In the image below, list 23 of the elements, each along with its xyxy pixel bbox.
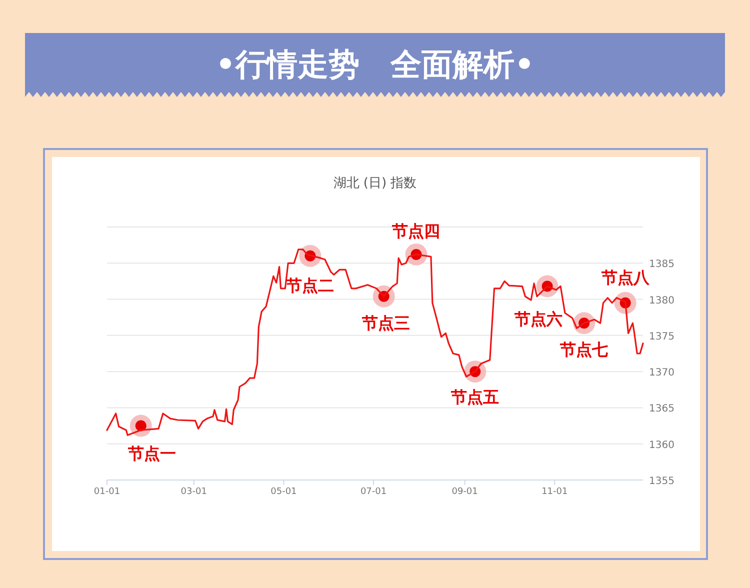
chart-title: •行情走势 全面解析• bbox=[216, 47, 534, 83]
annotation: 节点八 bbox=[600, 268, 650, 287]
y-tick-label: 1385 bbox=[649, 259, 674, 270]
annotation: 节点二 bbox=[285, 276, 334, 295]
y-tick-label: 1370 bbox=[649, 368, 674, 379]
chart-subtitle: 湖北 (日) 指数 bbox=[333, 176, 417, 191]
y-tick-label: 1360 bbox=[649, 440, 674, 451]
y-tick-label: 1355 bbox=[649, 476, 674, 487]
annotation: 节点七 bbox=[559, 340, 608, 360]
annotation: 节点三 bbox=[360, 313, 410, 332]
x-tick-label: 05-01 bbox=[270, 487, 297, 497]
y-tick-label: 1365 bbox=[649, 404, 674, 415]
annotation: 节点四 bbox=[391, 221, 440, 240]
y-tick-label: 1380 bbox=[649, 295, 674, 306]
annotation: 节点五 bbox=[450, 388, 500, 407]
annotation: 节点六 bbox=[513, 309, 562, 328]
x-tick-label: 01-01 bbox=[94, 487, 120, 497]
x-tick-label: 11-01 bbox=[542, 487, 568, 497]
x-tick-label: 03-01 bbox=[180, 487, 207, 497]
y-tick-label: 1375 bbox=[649, 331, 674, 342]
annotation: 节点一 bbox=[126, 444, 176, 463]
x-tick-label: 07-01 bbox=[360, 487, 387, 497]
x-tick-label: 09-01 bbox=[452, 487, 478, 497]
